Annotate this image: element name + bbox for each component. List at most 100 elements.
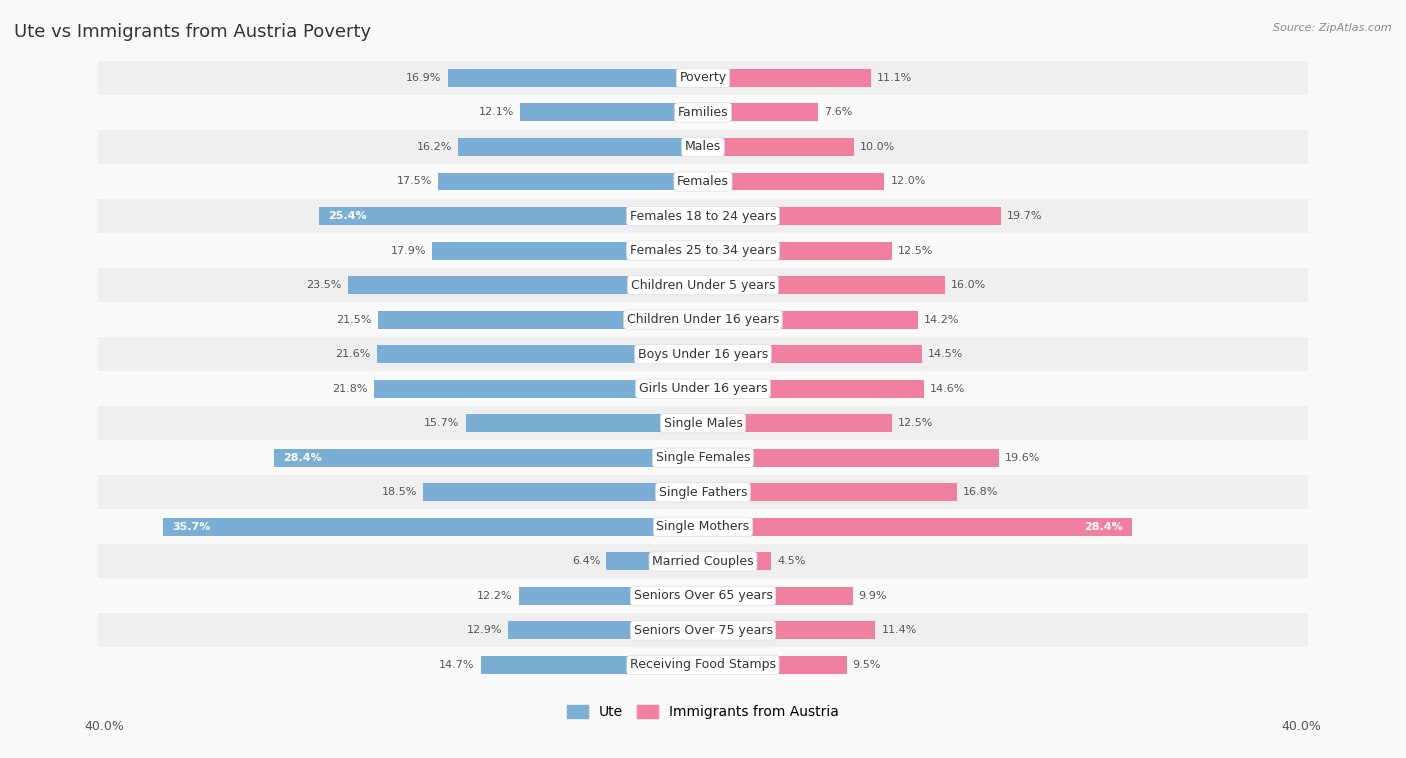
Text: Boys Under 16 years: Boys Under 16 years [638, 348, 768, 361]
Bar [98, 613, 1308, 647]
Bar [703, 173, 884, 190]
Bar [98, 406, 1308, 440]
Bar [98, 233, 1308, 268]
Bar [98, 371, 1308, 406]
Bar [703, 656, 846, 674]
Text: 23.5%: 23.5% [307, 280, 342, 290]
Text: 28.4%: 28.4% [1084, 522, 1123, 532]
Bar [98, 579, 1308, 612]
Text: 4.5%: 4.5% [778, 556, 806, 566]
Bar [433, 242, 703, 259]
Bar [703, 553, 770, 570]
Bar [519, 587, 703, 605]
Text: Children Under 5 years: Children Under 5 years [631, 279, 775, 292]
Bar [423, 484, 703, 501]
Text: 9.9%: 9.9% [859, 591, 887, 601]
Bar [703, 242, 891, 259]
Text: Children Under 16 years: Children Under 16 years [627, 313, 779, 326]
Text: 12.5%: 12.5% [898, 246, 934, 255]
Bar [703, 276, 945, 294]
Text: 14.2%: 14.2% [924, 315, 959, 324]
Bar [98, 130, 1308, 164]
Bar [98, 302, 1308, 337]
Text: 7.6%: 7.6% [824, 108, 852, 117]
Text: 21.5%: 21.5% [336, 315, 373, 324]
Bar [520, 103, 703, 121]
Text: 21.6%: 21.6% [335, 349, 371, 359]
Text: 14.7%: 14.7% [439, 660, 475, 670]
Text: 21.8%: 21.8% [332, 384, 367, 393]
Text: 12.1%: 12.1% [478, 108, 515, 117]
Text: 12.5%: 12.5% [898, 418, 934, 428]
Bar [98, 544, 1308, 578]
Bar [703, 484, 957, 501]
Text: Ute vs Immigrants from Austria Poverty: Ute vs Immigrants from Austria Poverty [14, 23, 371, 41]
Bar [508, 622, 703, 640]
Bar [274, 449, 703, 467]
Bar [703, 518, 1132, 536]
Bar [347, 276, 703, 294]
Text: Receiving Food Stamps: Receiving Food Stamps [630, 659, 776, 672]
Bar [98, 268, 1308, 302]
Bar [703, 311, 918, 329]
Bar [98, 510, 1308, 543]
Text: 17.5%: 17.5% [396, 177, 433, 186]
Bar [703, 622, 876, 640]
Bar [606, 553, 703, 570]
Text: Females: Females [678, 175, 728, 188]
Bar [703, 345, 922, 363]
Bar [703, 69, 870, 87]
Text: 16.2%: 16.2% [416, 142, 453, 152]
Bar [98, 648, 1308, 682]
Text: Males: Males [685, 140, 721, 153]
Text: Poverty: Poverty [679, 71, 727, 84]
Bar [98, 337, 1308, 371]
Text: Single Fathers: Single Fathers [659, 486, 747, 499]
Text: 10.0%: 10.0% [860, 142, 896, 152]
Text: 11.1%: 11.1% [877, 73, 912, 83]
Text: 9.5%: 9.5% [852, 660, 882, 670]
Text: Girls Under 16 years: Girls Under 16 years [638, 382, 768, 395]
Bar [703, 587, 852, 605]
Text: Seniors Over 75 years: Seniors Over 75 years [634, 624, 772, 637]
Bar [377, 345, 703, 363]
Text: Families: Families [678, 106, 728, 119]
Text: 15.7%: 15.7% [425, 418, 460, 428]
Text: Single Mothers: Single Mothers [657, 520, 749, 534]
Text: Married Couples: Married Couples [652, 555, 754, 568]
Bar [703, 138, 855, 156]
Bar [98, 96, 1308, 130]
Text: 16.8%: 16.8% [963, 487, 998, 497]
Bar [447, 69, 703, 87]
Text: 25.4%: 25.4% [328, 211, 367, 221]
Text: 16.9%: 16.9% [406, 73, 441, 83]
Text: 14.6%: 14.6% [929, 384, 965, 393]
Text: 28.4%: 28.4% [283, 453, 322, 462]
Bar [98, 61, 1308, 95]
Text: 17.9%: 17.9% [391, 246, 426, 255]
Bar [703, 449, 1000, 467]
Text: Single Females: Single Females [655, 451, 751, 464]
Bar [319, 207, 703, 225]
Bar [98, 475, 1308, 509]
Bar [703, 103, 818, 121]
Bar [439, 173, 703, 190]
Text: 18.5%: 18.5% [382, 487, 418, 497]
Bar [98, 199, 1308, 233]
Text: 12.0%: 12.0% [890, 177, 925, 186]
Text: 19.7%: 19.7% [1007, 211, 1042, 221]
Text: Seniors Over 65 years: Seniors Over 65 years [634, 590, 772, 603]
Bar [703, 414, 891, 432]
Text: 11.4%: 11.4% [882, 625, 917, 635]
Bar [163, 518, 703, 536]
Text: 12.2%: 12.2% [477, 591, 513, 601]
Bar [378, 311, 703, 329]
Bar [703, 380, 924, 398]
Text: Females 18 to 24 years: Females 18 to 24 years [630, 209, 776, 223]
Bar [458, 138, 703, 156]
Bar [481, 656, 703, 674]
Text: Females 25 to 34 years: Females 25 to 34 years [630, 244, 776, 257]
Text: 19.6%: 19.6% [1005, 453, 1040, 462]
Bar [703, 207, 1001, 225]
Text: 40.0%: 40.0% [84, 720, 124, 733]
